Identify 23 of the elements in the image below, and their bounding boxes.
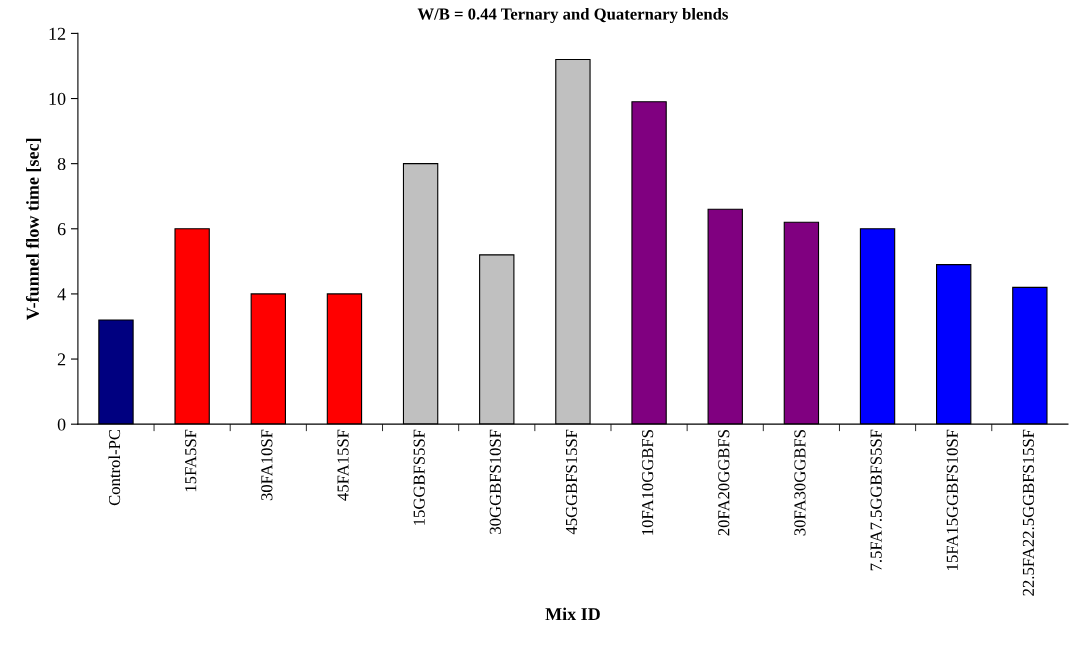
- y-tick-label: 4: [57, 288, 66, 301]
- x-tick-label: 30FA30GGBFS: [794, 430, 806, 536]
- x-tick-label: Control-PC: [108, 429, 121, 506]
- x-tick-label: 7.5FA7.5GGBFS5SF: [870, 429, 882, 571]
- y-tick-label: 2: [57, 353, 66, 366]
- y-tick-label: 6: [57, 223, 66, 236]
- x-tick-label: 15FA15GGBFS10SF: [946, 429, 958, 570]
- x-tick-label: 45FA15SF: [337, 429, 349, 501]
- y-tick-label: 10: [49, 92, 66, 105]
- y-tick-label: 8: [57, 157, 66, 171]
- y-tick-label: 12: [49, 27, 66, 40]
- x-tick-label: 15FA5SF: [185, 429, 197, 492]
- y-axis-title: V-funnel flow time [sec]: [25, 138, 42, 320]
- x-tick-label: 10FA10GGBFS: [642, 430, 654, 535]
- x-tick-label: 30GGBFS10SF: [489, 429, 501, 534]
- x-tick-label: 20FA20GGBFS: [718, 430, 730, 536]
- x-tick-label: 22.5FA22.5GGBFS15SF: [1022, 429, 1035, 596]
- x-axis-title: Mix ID: [545, 607, 600, 621]
- y-tick-label: 0: [57, 418, 66, 431]
- x-tick-label: 45GGBFS15SF: [565, 429, 578, 535]
- chart-title: W/B = 0.44 Ternary and Quaternary blends: [417, 7, 728, 24]
- x-tick-label: 15GGBFS5SF: [413, 429, 425, 525]
- x-tick-label: 30FA10SF: [261, 429, 273, 501]
